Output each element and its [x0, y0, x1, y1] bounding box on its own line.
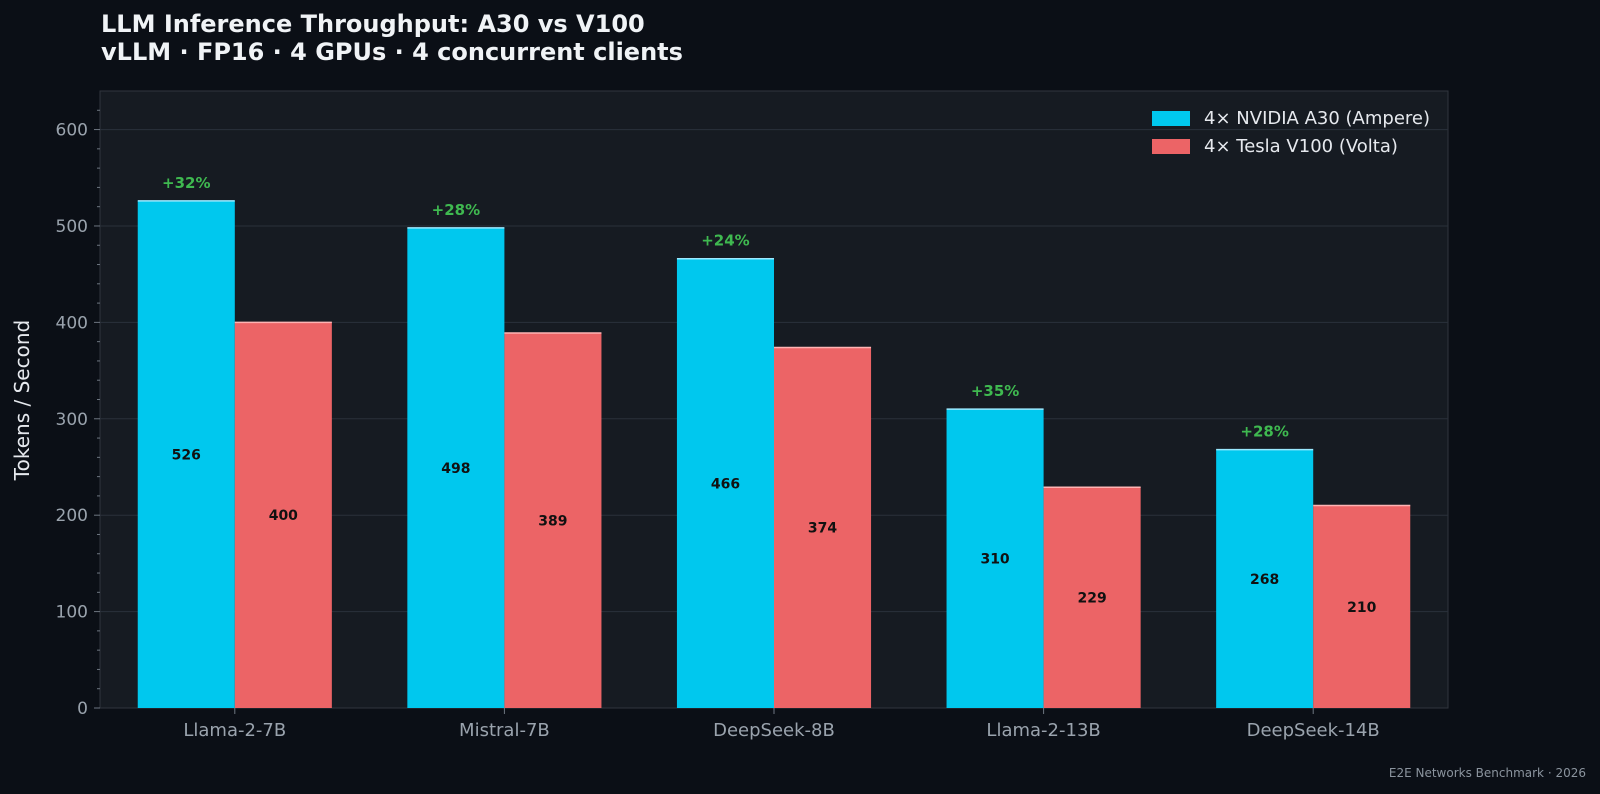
- bar-a30: [946, 409, 1044, 708]
- bar-a30: [137, 200, 235, 708]
- gain-annotation: +28%: [1240, 423, 1288, 441]
- bar-value-label: 268: [1250, 572, 1279, 588]
- bar-value-label: 229: [1078, 591, 1107, 607]
- bar-value-label: 466: [711, 476, 740, 492]
- legend-swatch-v100: [1152, 138, 1191, 154]
- bar-a30: [676, 258, 774, 708]
- gain-annotation: +28%: [432, 201, 480, 219]
- bar-a30: [407, 227, 505, 708]
- y-tick-label: 500: [56, 217, 88, 237]
- bar-value-label: 400: [269, 508, 298, 524]
- bar-v100: [1313, 505, 1411, 708]
- chart-title-line1: LLM Inference Throughput: A30 vs V100: [101, 10, 645, 38]
- legend: 4× NVIDIA A30 (Ampere) 4× Tesla V100 (Vo…: [1152, 104, 1430, 160]
- y-tick-label: 200: [56, 506, 88, 526]
- bar-value-label: 498: [441, 461, 470, 477]
- legend-label-v100: 4× Tesla V100 (Volta): [1204, 135, 1398, 157]
- bar-value-label: 374: [808, 521, 837, 537]
- x-tick-label: Mistral-7B: [459, 720, 550, 741]
- gain-annotation: +24%: [701, 232, 749, 250]
- chart-subtitle: vLLM · FP16 · 4 GPUs · 4 concurrent clie…: [101, 38, 683, 66]
- footer-credit: E2E Networks Benchmark · 2026: [1388, 766, 1586, 780]
- y-tick-label: 100: [56, 603, 88, 623]
- x-tick-label: Llama-2-7B: [183, 720, 286, 741]
- gain-annotation: +35%: [971, 382, 1019, 400]
- bar-v100: [504, 332, 602, 708]
- x-tick-label: Llama-2-13B: [986, 720, 1100, 741]
- bar-v100: [774, 347, 872, 708]
- bar-value-label: 389: [538, 513, 567, 529]
- bar-value-label: 310: [980, 552, 1009, 568]
- legend-swatch-a30: [1152, 110, 1191, 126]
- legend-item-v100: 4× Tesla V100 (Volta): [1152, 132, 1430, 160]
- bar-value-label: 210: [1347, 600, 1376, 616]
- y-tick-label: 400: [56, 313, 88, 333]
- x-tick-label: DeepSeek-8B: [713, 720, 835, 741]
- bar-value-label: 526: [172, 447, 201, 463]
- y-tick-label: 600: [56, 121, 88, 141]
- x-tick-label: DeepSeek-14B: [1247, 720, 1380, 741]
- bar-v100: [1043, 487, 1141, 708]
- y-tick-label: 0: [77, 699, 88, 719]
- bar-a30: [1216, 449, 1314, 708]
- y-tick-label: 300: [56, 410, 88, 430]
- legend-label-a30: 4× NVIDIA A30 (Ampere): [1204, 107, 1430, 129]
- legend-item-a30: 4× NVIDIA A30 (Ampere): [1152, 104, 1430, 132]
- chart-title: LLM Inference Throughput: A30 vs V100 vL…: [101, 10, 683, 66]
- bar-v100: [234, 322, 332, 708]
- gain-annotation: +32%: [162, 174, 210, 192]
